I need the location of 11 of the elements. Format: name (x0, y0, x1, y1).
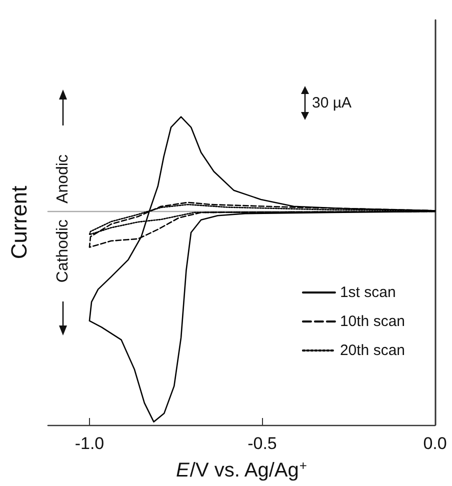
x-axis-title: E/V vs. Ag/Ag+ (176, 458, 307, 482)
annotation: Cathodic (54, 219, 72, 283)
x-tick-label: -0.5 (248, 434, 277, 453)
annotation: Anodic (54, 154, 72, 204)
x-tick-label: 0.0 (423, 434, 447, 453)
legend-label: 20th scan (340, 342, 405, 359)
y-axis-title: Current (6, 186, 32, 260)
x-tick-label: -1.0 (74, 434, 104, 453)
text: 30 µA (312, 94, 352, 112)
legend-label: 10th scan (340, 313, 405, 330)
legend-label: 1st scan (340, 284, 396, 301)
